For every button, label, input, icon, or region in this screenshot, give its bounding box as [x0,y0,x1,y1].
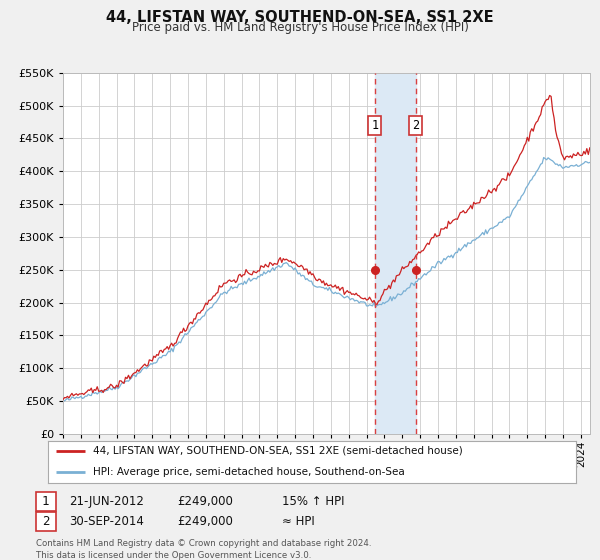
Text: Contains HM Land Registry data © Crown copyright and database right 2024.
This d: Contains HM Land Registry data © Crown c… [36,539,371,559]
Text: £249,000: £249,000 [177,494,233,508]
Text: HPI: Average price, semi-detached house, Southend-on-Sea: HPI: Average price, semi-detached house,… [93,467,404,477]
Text: ≈ HPI: ≈ HPI [282,515,315,529]
Text: Price paid vs. HM Land Registry's House Price Index (HPI): Price paid vs. HM Land Registry's House … [131,21,469,34]
Text: 1: 1 [42,494,49,508]
Text: 2: 2 [412,119,419,132]
Text: £249,000: £249,000 [177,515,233,529]
Text: 15% ↑ HPI: 15% ↑ HPI [282,494,344,508]
Text: 21-JUN-2012: 21-JUN-2012 [69,494,144,508]
Text: 44, LIFSTAN WAY, SOUTHEND-ON-SEA, SS1 2XE: 44, LIFSTAN WAY, SOUTHEND-ON-SEA, SS1 2X… [106,10,494,25]
Text: 30-SEP-2014: 30-SEP-2014 [69,515,144,529]
Text: 44, LIFSTAN WAY, SOUTHEND-ON-SEA, SS1 2XE (semi-detached house): 44, LIFSTAN WAY, SOUTHEND-ON-SEA, SS1 2X… [93,446,463,456]
Text: 1: 1 [371,119,379,132]
Bar [375,73,416,434]
Text: 2: 2 [42,515,49,529]
